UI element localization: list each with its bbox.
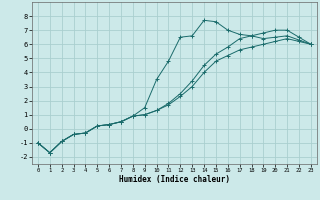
X-axis label: Humidex (Indice chaleur): Humidex (Indice chaleur) (119, 175, 230, 184)
